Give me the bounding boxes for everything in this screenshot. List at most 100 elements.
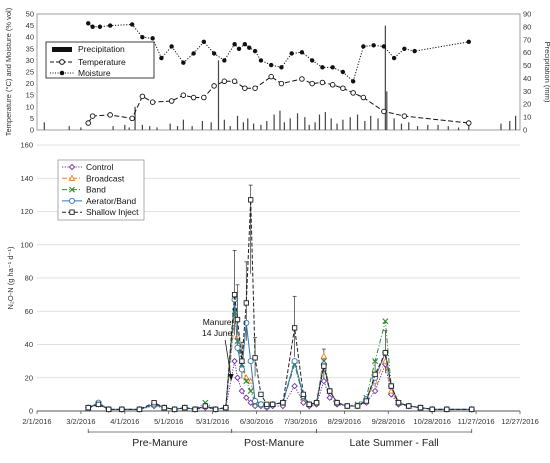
x-tick-label: 5/31/2016 [196, 417, 229, 426]
data-point-shallow-inject [269, 401, 276, 408]
legend-marker-band [69, 186, 75, 193]
legend-label-temperature: Temperature [78, 57, 126, 67]
precipitation-bar [176, 126, 179, 130]
data-point-shallow-inject [182, 405, 188, 411]
data-point-shallow-inject [306, 401, 312, 408]
data-point-control [326, 394, 333, 401]
data-point-shallow-inject [243, 300, 249, 306]
x-tick-label: 9/28/2016 [372, 417, 405, 426]
legend-marker-control [68, 163, 76, 171]
legend-label-broadcast: Broadcast [86, 173, 125, 183]
data-point-shallow-inject [212, 406, 219, 412]
data-point-shallow-inject [344, 403, 350, 409]
moisture-point [391, 55, 397, 61]
precipitation-bar [509, 120, 511, 130]
moisture-point [350, 79, 356, 84]
top-right-tick-label: 10 [523, 113, 531, 122]
legend-marker-broadcast [68, 174, 76, 181]
moisture-point [129, 22, 135, 27]
x-tick-label: 3/2/2016 [66, 417, 95, 426]
data-point-shallow-inject [388, 383, 394, 389]
annotation-date: 14 June [202, 328, 233, 338]
data-point-shallow-inject [136, 406, 143, 412]
precipitation-bar [308, 124, 310, 130]
precipitation-bar [260, 124, 262, 130]
temperature-point [350, 90, 356, 96]
series-line-broadcast [88, 319, 472, 410]
precipitation-bar [283, 122, 285, 130]
x-tick-label: 11/27/2016 [458, 417, 495, 426]
data-point-shallow-inject [363, 398, 369, 404]
legend-label-shallow-inject: Shallow Inject [86, 207, 139, 217]
x-tick-label: 6/30/2016 [240, 417, 273, 426]
moisture-point [412, 48, 417, 54]
top-right-tick-label: 90 [523, 10, 531, 19]
top-plot-frame [36, 13, 521, 131]
precipitation-bar [515, 115, 517, 130]
temperature-point [231, 78, 238, 85]
data-point-control [320, 377, 328, 385]
top-right-tick-label: 80 [523, 22, 531, 31]
precipitation-bar [289, 118, 291, 130]
precipitation-bar [124, 124, 126, 130]
annotation-arrow-line [224, 339, 232, 379]
moisture-point [402, 46, 407, 51]
temperature-point [268, 73, 274, 80]
series-line-shallow-inject [88, 199, 472, 410]
temperature-point [340, 85, 346, 91]
y-tick-label: 120 [20, 207, 33, 216]
moisture-point [140, 35, 145, 40]
data-point-broadcast [234, 332, 241, 339]
precipitation-bar [182, 119, 184, 130]
data-point-shallow-inject [192, 406, 198, 412]
data-point-shallow-inject [234, 316, 241, 323]
moisture-point [279, 65, 284, 70]
top-right-tick-label: 70 [523, 35, 531, 44]
data-point-control [238, 387, 246, 395]
data-point-shallow-inject [264, 401, 270, 408]
data-point-broadcast [320, 352, 328, 359]
moisture-point [107, 23, 113, 28]
x-tick-label: 12/27/2016 [501, 417, 539, 426]
moisture-point [258, 58, 264, 63]
moisture-point [150, 36, 155, 41]
data-point-control [371, 387, 379, 395]
legend-label-precipitation: Precipitation [78, 44, 125, 54]
temperature-point [319, 79, 326, 86]
data-point-aerator-band [238, 366, 245, 373]
temperature-point [360, 94, 367, 101]
data-point-shallow-inject [151, 400, 157, 406]
legend-label-aerator-band: Aerator/Band [86, 196, 136, 206]
moisture-point [201, 39, 207, 45]
data-point-shallow-inject [239, 358, 245, 364]
top-right-tick-label: 20 [523, 100, 531, 109]
data-point-control [231, 357, 238, 365]
data-point-broadcast [387, 387, 395, 394]
data-point-band-stroke [243, 378, 250, 385]
temperature-point [107, 112, 113, 118]
precipitation-bar [386, 91, 388, 130]
period-label: Pre-Manure [132, 437, 188, 449]
data-point-shallow-inject [313, 400, 320, 406]
temperature-point [211, 83, 217, 89]
moisture-point [247, 45, 252, 50]
legend-marker-moisture [59, 70, 65, 76]
data-point-shallow-inject [429, 406, 435, 412]
precipitation-bar [296, 113, 299, 130]
top-right-tick-label: 30 [523, 87, 531, 96]
precipitation-bar [112, 126, 114, 130]
precipitation-bar [223, 119, 225, 130]
legend-marker-temperature [59, 59, 65, 65]
data-point-shallow-inject [291, 325, 298, 331]
temperature-point [278, 80, 285, 87]
precipitation-bar [266, 120, 268, 130]
period-label: Post-Manure [244, 437, 304, 449]
legend-label-moisture: Moisture [78, 68, 111, 78]
top-left-tick-label: 50 [26, 10, 34, 19]
legend-marker-shallow-inject [69, 209, 75, 215]
precipitation-bar [500, 123, 502, 130]
temperature-line [87, 76, 469, 124]
